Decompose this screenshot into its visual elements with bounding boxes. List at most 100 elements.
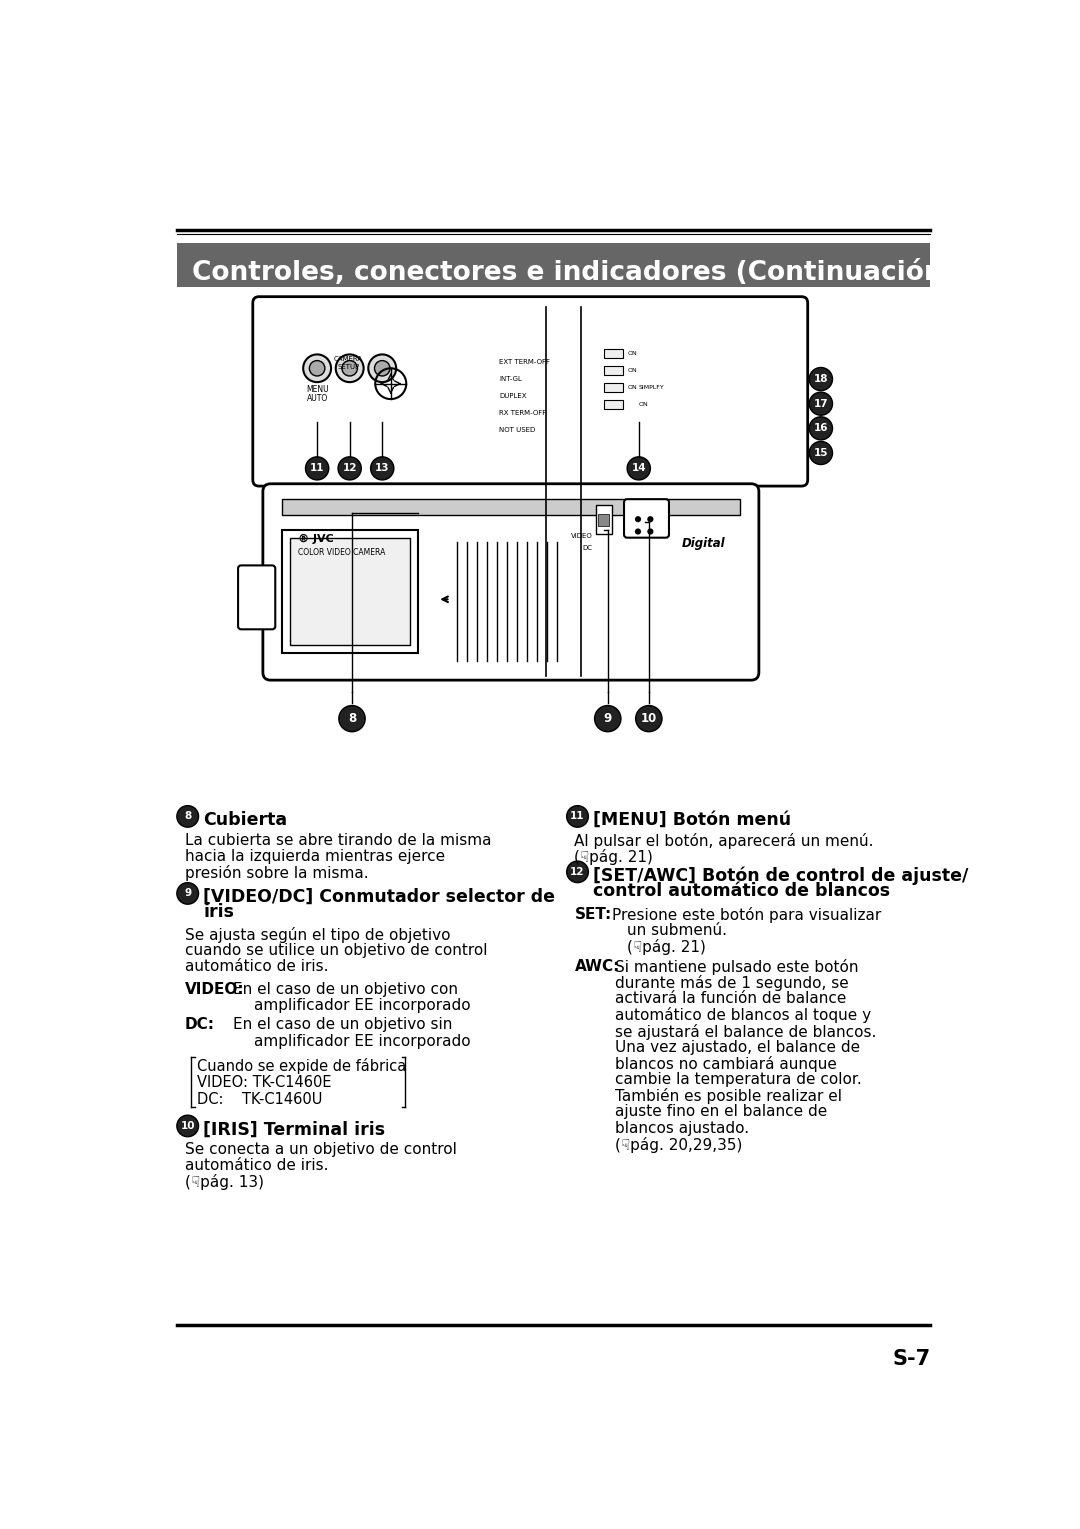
Text: Presione este botón para visualizar: Presione este botón para visualizar [611, 907, 881, 922]
Circle shape [306, 457, 328, 480]
Text: SETUP: SETUP [337, 364, 360, 370]
FancyBboxPatch shape [624, 498, 669, 538]
Text: 8: 8 [348, 713, 356, 725]
Text: ajuste fino en el balance de: ajuste fino en el balance de [615, 1104, 827, 1119]
Circle shape [177, 806, 199, 827]
FancyBboxPatch shape [253, 297, 808, 486]
Bar [282, 531, 418, 653]
Text: cambie la temperatura de color.: cambie la temperatura de color. [615, 1072, 862, 1087]
Circle shape [177, 1115, 199, 1136]
Text: 12: 12 [342, 463, 356, 474]
Text: Si mantiene pulsado este botón: Si mantiene pulsado este botón [615, 959, 859, 976]
Text: presión sobre la misma.: presión sobre la misma. [185, 865, 368, 881]
Text: SIMPLFY: SIMPLFY [638, 385, 664, 390]
Circle shape [636, 705, 662, 732]
Text: [IRIS] Terminal iris: [IRIS] Terminal iris [203, 1121, 386, 1139]
Text: ON: ON [627, 385, 637, 390]
Text: SET:: SET: [575, 907, 611, 922]
Bar [604, 401, 623, 410]
Circle shape [809, 391, 833, 416]
Text: Una vez ajustado, el balance de: Una vez ajustado, el balance de [615, 1040, 860, 1055]
Bar [598, 514, 609, 526]
Bar [282, 498, 740, 515]
Text: DUPLEX: DUPLEX [499, 393, 527, 399]
Text: S-7: S-7 [892, 1349, 930, 1370]
Text: La cubierta se abre tirando de la misma: La cubierta se abre tirando de la misma [185, 833, 491, 847]
Circle shape [809, 417, 833, 440]
Text: En el caso de un objetivo con: En el caso de un objetivo con [232, 982, 458, 997]
Circle shape [627, 457, 650, 480]
Text: MENU: MENU [306, 385, 328, 394]
Text: 16: 16 [813, 424, 828, 433]
Text: 10: 10 [640, 713, 657, 725]
Text: Al pulsar el botón, aparecerá un menú.: Al pulsar el botón, aparecerá un menú. [575, 833, 874, 849]
Bar [596, 505, 611, 534]
Text: EXT TERM-OFF: EXT TERM-OFF [499, 359, 550, 365]
Text: (☟pág. 20,29,35): (☟pág. 20,29,35) [615, 1136, 742, 1153]
Circle shape [595, 705, 621, 732]
Text: Controles, conectores e indicadores (Continuación): Controles, conectores e indicadores (Con… [192, 260, 955, 286]
Text: AUTO: AUTO [307, 394, 327, 404]
Text: RX TERM-OFF: RX TERM-OFF [499, 410, 546, 416]
Circle shape [177, 882, 199, 904]
Text: 9: 9 [184, 888, 191, 899]
Text: iris: iris [203, 902, 234, 920]
Circle shape [368, 355, 396, 382]
Text: cuando se utilice un objetivo de control: cuando se utilice un objetivo de control [185, 943, 487, 957]
Text: amplificador EE incorporado: amplificador EE incorporado [255, 1034, 471, 1049]
Circle shape [647, 529, 653, 535]
Text: automático de iris.: automático de iris. [185, 959, 328, 974]
Text: hacia la izquierda mientras ejerce: hacia la izquierda mientras ejerce [185, 849, 445, 864]
Text: VIDEO: VIDEO [570, 532, 592, 538]
Text: Se ajusta según el tipo de objetivo: Se ajusta según el tipo de objetivo [185, 927, 450, 942]
Text: automático de iris.: automático de iris. [185, 1159, 328, 1173]
Text: También es posible realizar el: También es posible realizar el [615, 1089, 841, 1104]
Circle shape [303, 355, 332, 382]
Circle shape [567, 861, 589, 882]
Text: 8: 8 [184, 812, 191, 821]
Circle shape [635, 529, 642, 535]
Circle shape [809, 442, 833, 465]
Text: ON: ON [627, 368, 637, 373]
Circle shape [567, 806, 589, 827]
Text: [SET/AWC] Botón de control de ajuste/: [SET/AWC] Botón de control de ajuste/ [593, 867, 969, 885]
Text: INT-GL: INT-GL [499, 376, 522, 382]
Text: activará la función de balance: activará la función de balance [615, 991, 846, 1006]
Text: NOT USED: NOT USED [499, 427, 536, 433]
Circle shape [342, 361, 357, 376]
Bar [604, 365, 623, 375]
Circle shape [375, 361, 390, 376]
Circle shape [338, 457, 362, 480]
Circle shape [647, 517, 653, 523]
Text: 15: 15 [813, 448, 828, 459]
Text: ® JVC: ® JVC [298, 534, 334, 543]
Text: 10: 10 [180, 1121, 195, 1131]
Text: VIDEO: TK-C1460E: VIDEO: TK-C1460E [197, 1075, 332, 1090]
Text: Se conecta a un objetivo de control: Se conecta a un objetivo de control [185, 1142, 457, 1157]
Bar [604, 382, 623, 391]
Text: se ajustará el balance de blancos.: se ajustará el balance de blancos. [615, 1023, 876, 1040]
Text: (☟pág. 21): (☟pág. 21) [575, 849, 653, 865]
Text: un submenú.: un submenú. [627, 922, 727, 937]
Circle shape [635, 517, 642, 523]
Circle shape [370, 457, 394, 480]
Text: blancos no cambiará aunque: blancos no cambiará aunque [615, 1057, 837, 1072]
Text: Cubierta: Cubierta [203, 810, 287, 829]
Text: 17: 17 [813, 399, 828, 408]
Text: AWC:: AWC: [575, 959, 620, 974]
Text: 13: 13 [375, 463, 390, 474]
Text: 14: 14 [632, 463, 646, 474]
Text: COLOR VIDEO CAMERA: COLOR VIDEO CAMERA [298, 549, 386, 558]
Text: control automático de blancos: control automático de blancos [593, 882, 890, 901]
Text: ON: ON [638, 402, 648, 407]
Circle shape [339, 705, 365, 732]
FancyBboxPatch shape [177, 243, 930, 287]
Text: [VIDEO/DC] Conmutador selector de: [VIDEO/DC] Conmutador selector de [203, 888, 555, 907]
FancyBboxPatch shape [238, 566, 275, 630]
Text: (☟pág. 13): (☟pág. 13) [185, 1174, 264, 1191]
Bar [604, 349, 623, 358]
Text: [MENU] Botón menú: [MENU] Botón menú [593, 810, 792, 829]
Text: automático de blancos al toque y: automático de blancos al toque y [615, 1008, 870, 1023]
Text: 9: 9 [604, 713, 612, 725]
Text: VIDEO:: VIDEO: [185, 982, 244, 997]
